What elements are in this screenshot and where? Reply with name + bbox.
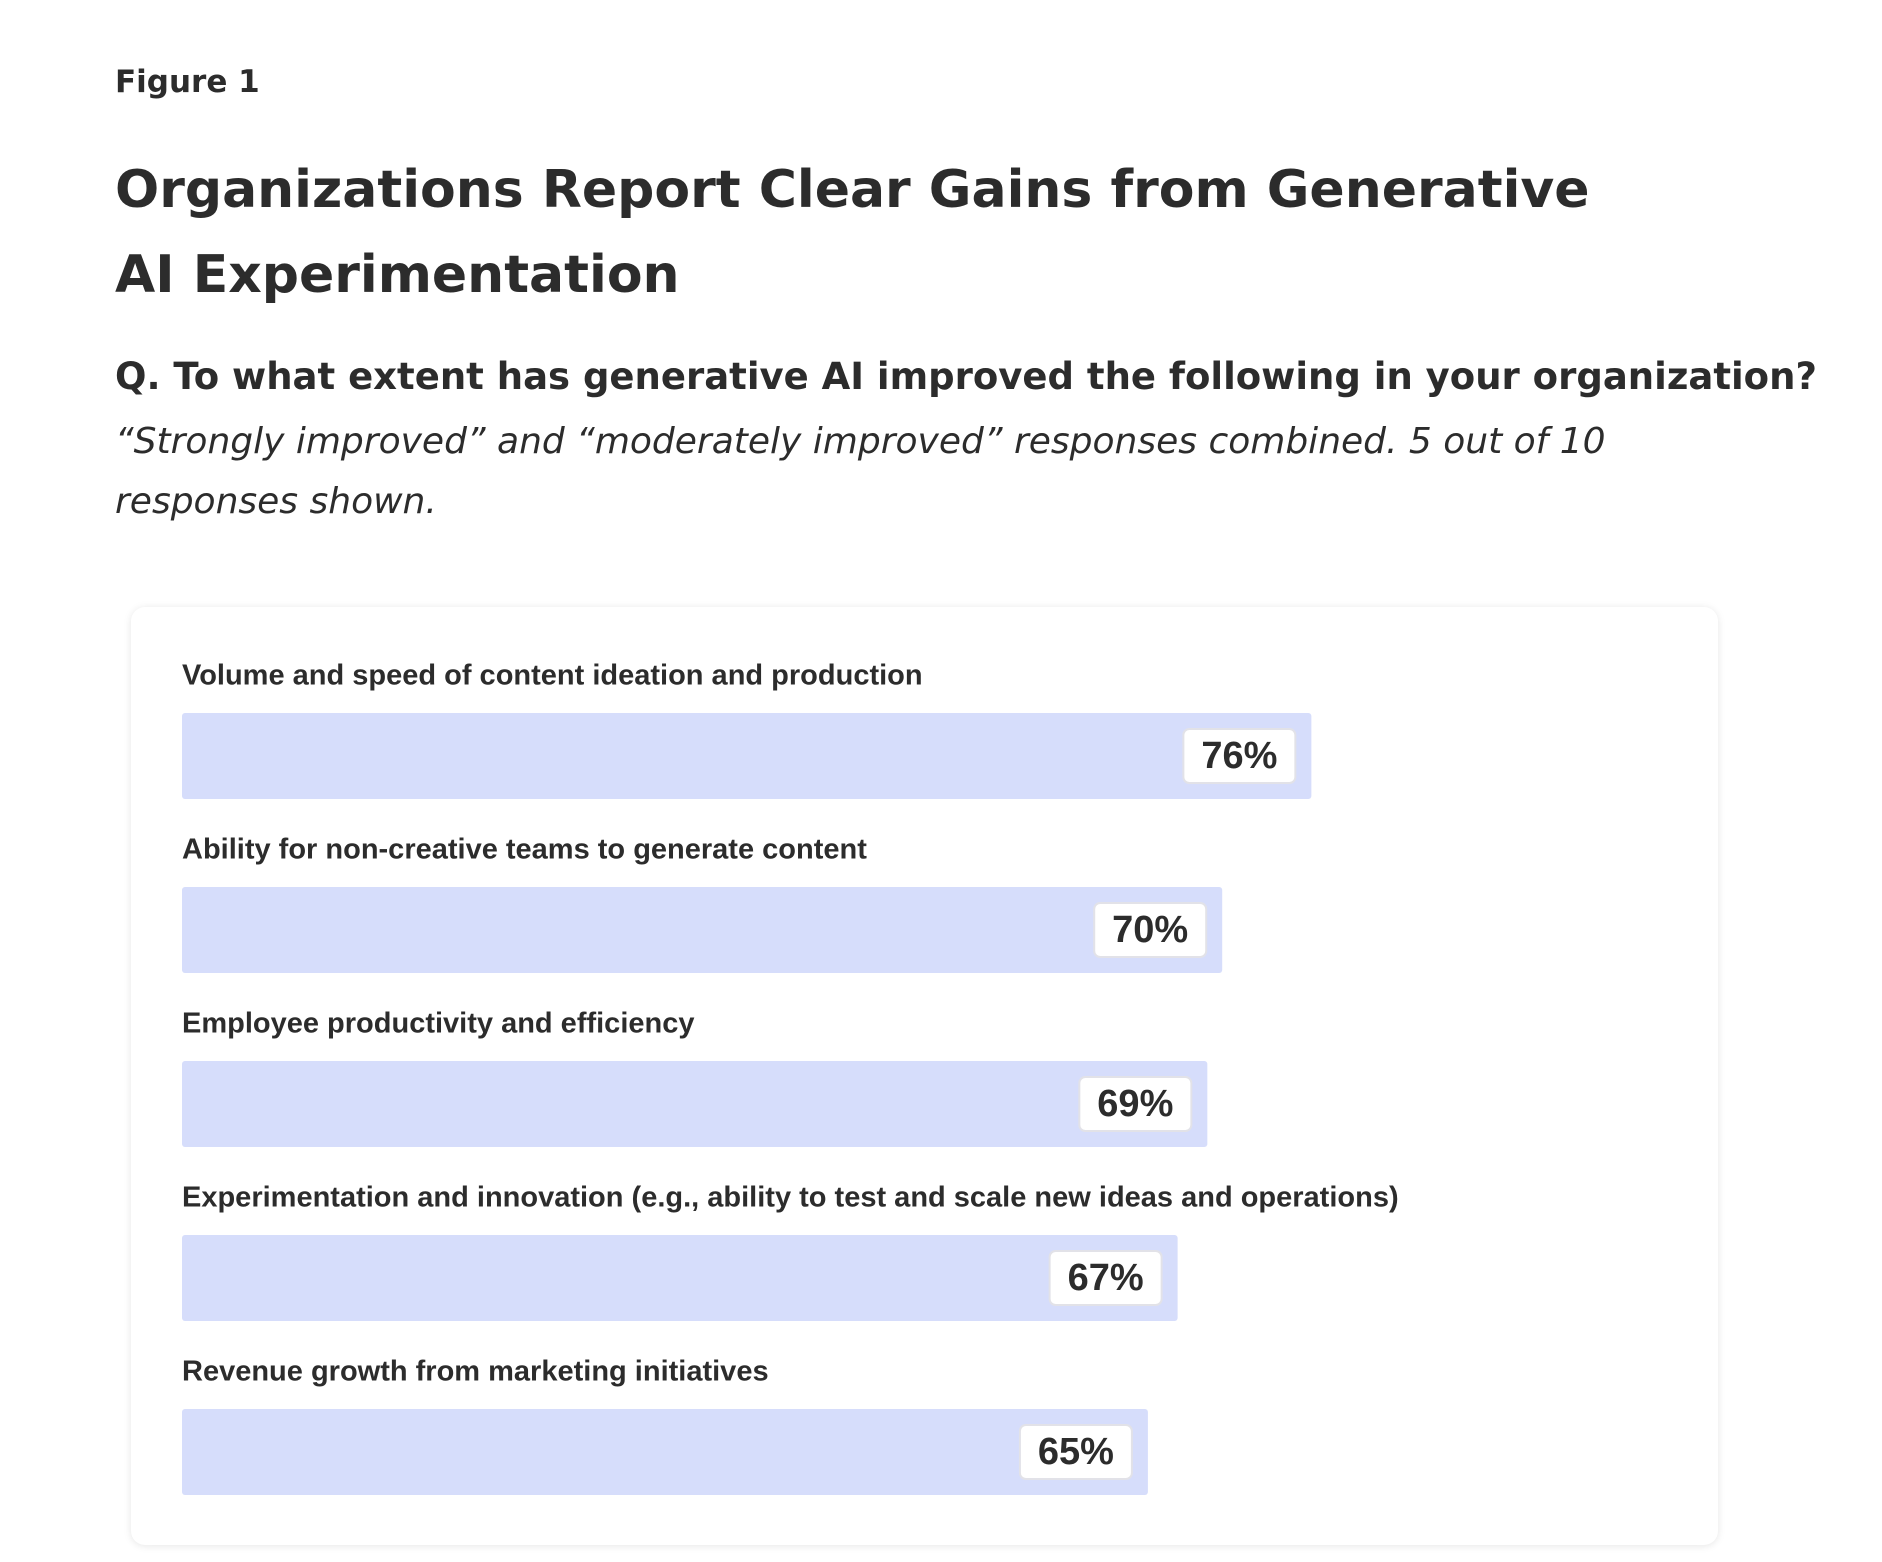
figure-label: Figure 1 [115, 64, 260, 100]
bar [182, 1235, 1178, 1321]
category-label: Revenue growth from marketing initiative… [182, 1356, 769, 1388]
value-label: 76% [1201, 735, 1277, 777]
value-label: 67% [1068, 1257, 1144, 1299]
value-label-box [1048, 1250, 1163, 1306]
value-label: 70% [1112, 909, 1188, 951]
value-label: 69% [1097, 1083, 1173, 1125]
bar [182, 1409, 1148, 1495]
subtitle: “Strongly improved” and “moderately impr… [115, 421, 1606, 522]
category-label: Experimentation and innovation (e.g., ab… [182, 1182, 1399, 1214]
value-label-box [1093, 902, 1208, 958]
category-label: Volume and speed of content ideation and… [182, 660, 923, 692]
value-label-box [1182, 728, 1297, 784]
bar [182, 713, 1312, 799]
value-label: 65% [1038, 1431, 1114, 1473]
value-label-box [1018, 1424, 1133, 1480]
bar [182, 1061, 1208, 1147]
bar [182, 887, 1223, 973]
question: Q. To what extent has generative AI impr… [115, 355, 1817, 398]
value-label-box [1078, 1076, 1193, 1132]
category-label: Employee productivity and efficiency [182, 1008, 694, 1040]
category-label: Ability for non-creative teams to genera… [182, 834, 867, 866]
chart-title: Organizations Report Clear Gains from Ge… [115, 160, 1590, 305]
